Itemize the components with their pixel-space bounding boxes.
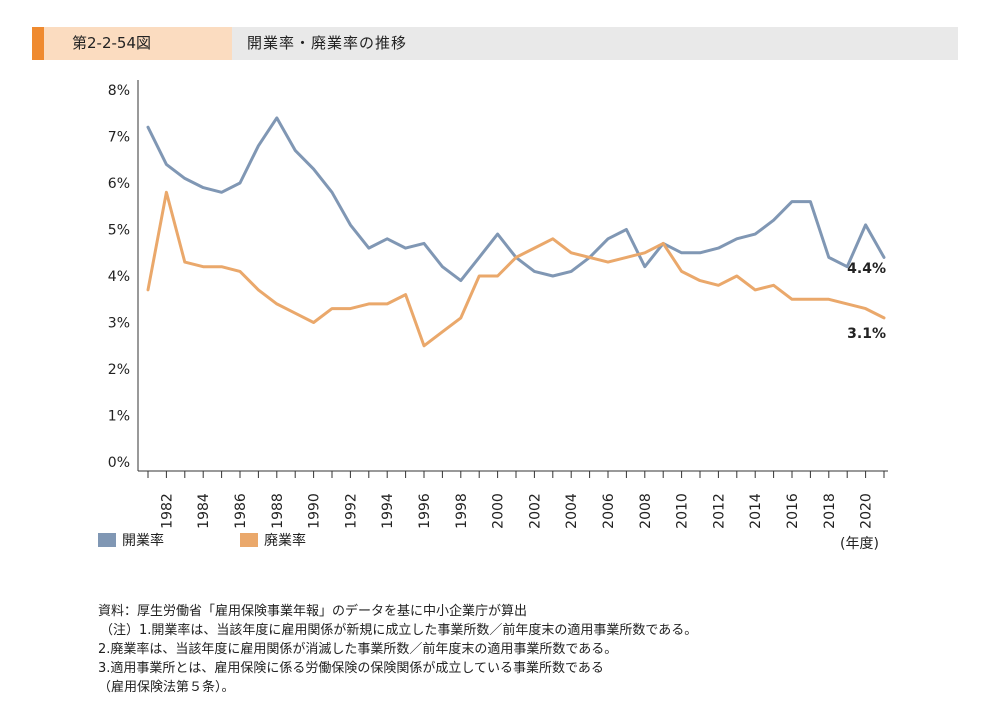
- x-tick-label: 2008: [638, 493, 654, 529]
- y-axis-ticks: 0% 1% 2% 3% 4% 5% 6% 7% 8%: [108, 83, 130, 471]
- x-tick-label: 2006: [601, 493, 617, 529]
- x-tick-label: 2020: [859, 493, 875, 529]
- x-tick-label: 1994: [380, 493, 396, 529]
- x-tick-label: 2010: [675, 493, 691, 529]
- figure-number: 第2-2-54図: [44, 27, 232, 60]
- y-tick-label: 1%: [108, 409, 130, 425]
- legend-label-closing: 廃業率: [264, 533, 306, 549]
- x-tick-label: 1992: [343, 493, 359, 529]
- y-tick-label: 4%: [108, 269, 130, 285]
- x-tick-label: 1986: [233, 493, 249, 529]
- note-line: （注）1.開業率は、当該年度に雇用関係が新規に成立した事業所数／前年度末の適用事…: [100, 623, 698, 638]
- figure-header: 第2-2-54図 開業率・廃業率の推移: [32, 27, 958, 60]
- legend-item-closing: 廃業率: [240, 530, 306, 550]
- source-notes: 資料：厚生労働省「雇用保険事業年報」のデータを基に中小企業庁が算出 （注）1.開…: [98, 602, 697, 697]
- y-tick-label: 3%: [108, 316, 130, 332]
- x-tick-label: 2002: [527, 493, 543, 529]
- x-tick-label: 1990: [307, 493, 323, 529]
- y-tick-label: 0%: [108, 455, 130, 471]
- y-tick-label: 5%: [108, 223, 130, 239]
- note-line: 3.適用事業所とは、雇用保険に係る労働保険の保険関係が成立している事業所数である: [98, 661, 604, 676]
- y-tick-label: 2%: [108, 362, 130, 378]
- y-tick-label: 8%: [108, 83, 130, 99]
- x-tick-label: 2014: [748, 493, 764, 529]
- x-tick-label: 1982: [159, 493, 175, 529]
- end-label-opening: 4.4%: [847, 261, 886, 277]
- chart-series: [146, 116, 886, 348]
- x-tick-label: 1996: [417, 493, 433, 529]
- x-axis-ticks: 1982 1984 1986 1988 1990 1992 1994 1996 1998 2000…: [147, 471, 885, 529]
- x-tick-label: 2000: [491, 493, 507, 529]
- legend-item-opening: 開業率: [98, 530, 164, 550]
- figure-title: 開業率・廃業率の推移: [247, 34, 408, 52]
- note-line: 2.廃業率は、当該年度に雇用関係が消滅した事業所数／前年度末の適用事業所数である…: [98, 642, 618, 657]
- header-accent-bar: [32, 27, 44, 60]
- x-tick-label: 2012: [711, 493, 727, 529]
- note-source: 資料：厚生労働省「雇用保険事業年報」のデータを基に中小企業庁が算出: [98, 604, 528, 619]
- end-labels: 4.4% 3.1%: [847, 261, 886, 342]
- chart-axes: [137, 80, 888, 472]
- series-line-closing: [146, 190, 886, 348]
- legend-swatch-closing: [240, 533, 258, 547]
- x-tick-label: 2016: [785, 493, 801, 529]
- x-tick-label: 2004: [564, 493, 580, 529]
- x-axis-unit-label: (年度): [840, 536, 879, 552]
- note-line: （雇用保険法第５条）。: [98, 680, 235, 695]
- x-tick-label: 1998: [454, 493, 470, 529]
- y-tick-label: 6%: [108, 176, 130, 192]
- legend-swatch-opening: [98, 533, 116, 547]
- x-tick-label: 2018: [822, 493, 838, 529]
- y-tick-label: 7%: [108, 130, 130, 146]
- x-tick-label: 1988: [270, 493, 286, 529]
- end-label-closing: 3.1%: [847, 326, 886, 342]
- x-tick-label: 1984: [196, 493, 212, 529]
- legend-label-opening: 開業率: [122, 533, 164, 549]
